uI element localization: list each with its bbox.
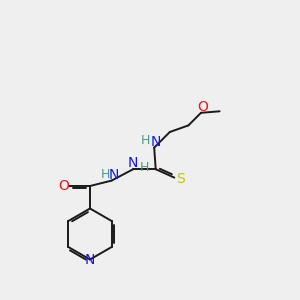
Text: S: S <box>176 172 185 186</box>
Text: N: N <box>128 156 138 170</box>
Text: N: N <box>151 135 161 149</box>
Text: N: N <box>85 253 95 267</box>
Text: H: H <box>140 161 149 174</box>
Text: O: O <box>197 100 208 114</box>
Text: H: H <box>141 134 151 148</box>
Text: O: O <box>58 179 69 193</box>
Text: H: H <box>100 167 110 181</box>
Text: N: N <box>109 168 119 182</box>
